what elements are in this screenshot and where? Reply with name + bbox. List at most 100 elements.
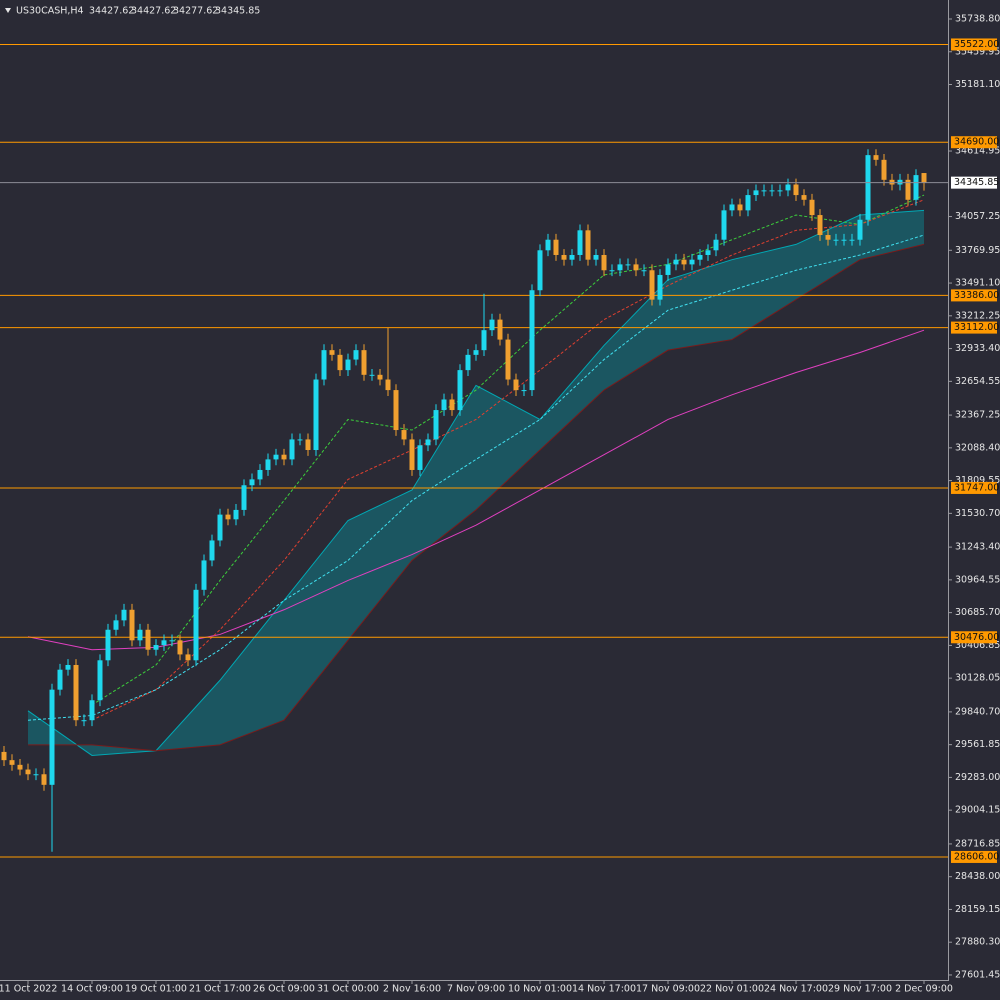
- y-tick-label: 28716.85: [955, 838, 1000, 849]
- y-tick-label: 28438.00: [955, 871, 1000, 882]
- x-tick-label: 26 Oct 09:00: [253, 984, 315, 995]
- candle-body: [457, 370, 463, 411]
- candle-body: [257, 469, 263, 480]
- candle-body: [353, 350, 359, 360]
- candle-body: [33, 774, 39, 776]
- x-tick-label: 22 Nov 01:00: [700, 984, 764, 995]
- x-tick-label: 11 Oct 2022: [0, 984, 57, 995]
- current-price-box: [951, 176, 997, 189]
- candle-body: [449, 399, 455, 411]
- level-label-box: [951, 289, 997, 302]
- x-tick-label: 29 Nov 17:00: [828, 984, 892, 995]
- cloud-fill: [28, 210, 924, 756]
- candle-body: [625, 264, 631, 266]
- y-tick-label: 29561.85: [955, 739, 1000, 750]
- candle-body: [705, 250, 711, 255]
- candle-body: [473, 350, 479, 355]
- candle-body: [89, 700, 95, 721]
- candle-body: [585, 230, 591, 260]
- candle-body: [1, 751, 7, 761]
- y-tick-label: 30964.55: [955, 574, 1000, 585]
- candle-body: [905, 179, 911, 200]
- level-label-box: [951, 321, 997, 334]
- candle-body: [497, 319, 503, 340]
- candle-body: [281, 454, 287, 460]
- y-tick-label: 33491.10: [955, 278, 1000, 289]
- candle-body: [489, 319, 495, 331]
- candle-body: [545, 239, 551, 251]
- candle-body: [569, 254, 575, 260]
- candle-body: [481, 330, 487, 351]
- y-tick-label: 31809.55: [955, 475, 1000, 486]
- current-price-label: 34345.85: [954, 177, 999, 188]
- candle-body: [425, 439, 431, 446]
- candle-body: [57, 669, 63, 690]
- y-tick-label: 33212.25: [955, 310, 1000, 321]
- level-label-box: [951, 850, 997, 863]
- y-tick-label: 27880.30: [955, 937, 1000, 948]
- candle-body: [881, 159, 887, 180]
- candle-body: [505, 339, 511, 380]
- y-tick-label: 35738.80: [955, 13, 1000, 24]
- symbol: US30CASH,H4: [16, 6, 84, 17]
- plot: [0, 43, 948, 858]
- level-label: 35522.00: [954, 39, 999, 50]
- y-tick-label: 29840.70: [955, 706, 1000, 717]
- candle-body: [577, 230, 583, 255]
- candle-body: [865, 155, 871, 220]
- level-label-box: [951, 631, 997, 644]
- y-tick-label: 33769.95: [955, 245, 1000, 256]
- indicator-line: [28, 243, 925, 752]
- candle-body: [681, 259, 687, 265]
- candle-body: [337, 354, 343, 371]
- menu-arrow[interactable]: [5, 8, 11, 13]
- candle-body: [793, 184, 799, 196]
- candle-body: [49, 689, 55, 785]
- y-tick-label: 29004.15: [955, 805, 1000, 816]
- candle-body: [41, 774, 47, 785]
- candle-body: [329, 350, 335, 355]
- x-tick-label: 2 Nov 16:00: [383, 984, 441, 995]
- y-tick-label: 30685.70: [955, 607, 1000, 618]
- candle-body: [513, 379, 519, 391]
- y-tick-label: 32933.40: [955, 343, 1000, 354]
- candle-body: [433, 410, 439, 440]
- candle-body: [761, 190, 767, 192]
- candle-body: [153, 645, 159, 650]
- candle-body: [537, 250, 543, 291]
- candle-body: [25, 769, 31, 775]
- candle-body: [921, 173, 927, 183]
- x-tick-label: 10 Nov 01:00: [508, 984, 572, 995]
- candle-body: [121, 609, 127, 621]
- indicator-line: [27, 329, 925, 651]
- candle-body: [401, 430, 407, 440]
- candle-body: [841, 239, 847, 241]
- candle-body: [369, 374, 375, 376]
- candle-body: [345, 359, 351, 371]
- candle-body: [809, 199, 815, 216]
- y-tick-label: 35459.95: [955, 46, 1000, 57]
- y-tick-label: 29283.00: [955, 772, 1000, 783]
- candle-body: [137, 629, 143, 641]
- candle-body: [217, 514, 223, 541]
- candle-body: [649, 270, 655, 300]
- candle-body: [521, 390, 527, 392]
- last-close: 34345.85: [215, 6, 260, 17]
- candle-body: [313, 379, 319, 451]
- level-label: 33386.00: [954, 290, 999, 301]
- candle-body: [209, 540, 215, 561]
- candle-body: [873, 155, 879, 160]
- y-tick-label: 31243.40: [955, 542, 1000, 553]
- candle-body: [249, 479, 255, 486]
- candle-body: [609, 270, 615, 272]
- level-label: 30476.00: [954, 632, 999, 643]
- candle-body: [321, 350, 327, 380]
- candle-body: [673, 259, 679, 265]
- candle-body: [561, 254, 567, 260]
- candle-body: [617, 264, 623, 271]
- y-tick-label: 30128.05: [955, 673, 1000, 684]
- indicator-line: [91, 199, 925, 721]
- candle-body: [785, 184, 791, 191]
- level-label: 33112.00: [954, 322, 999, 333]
